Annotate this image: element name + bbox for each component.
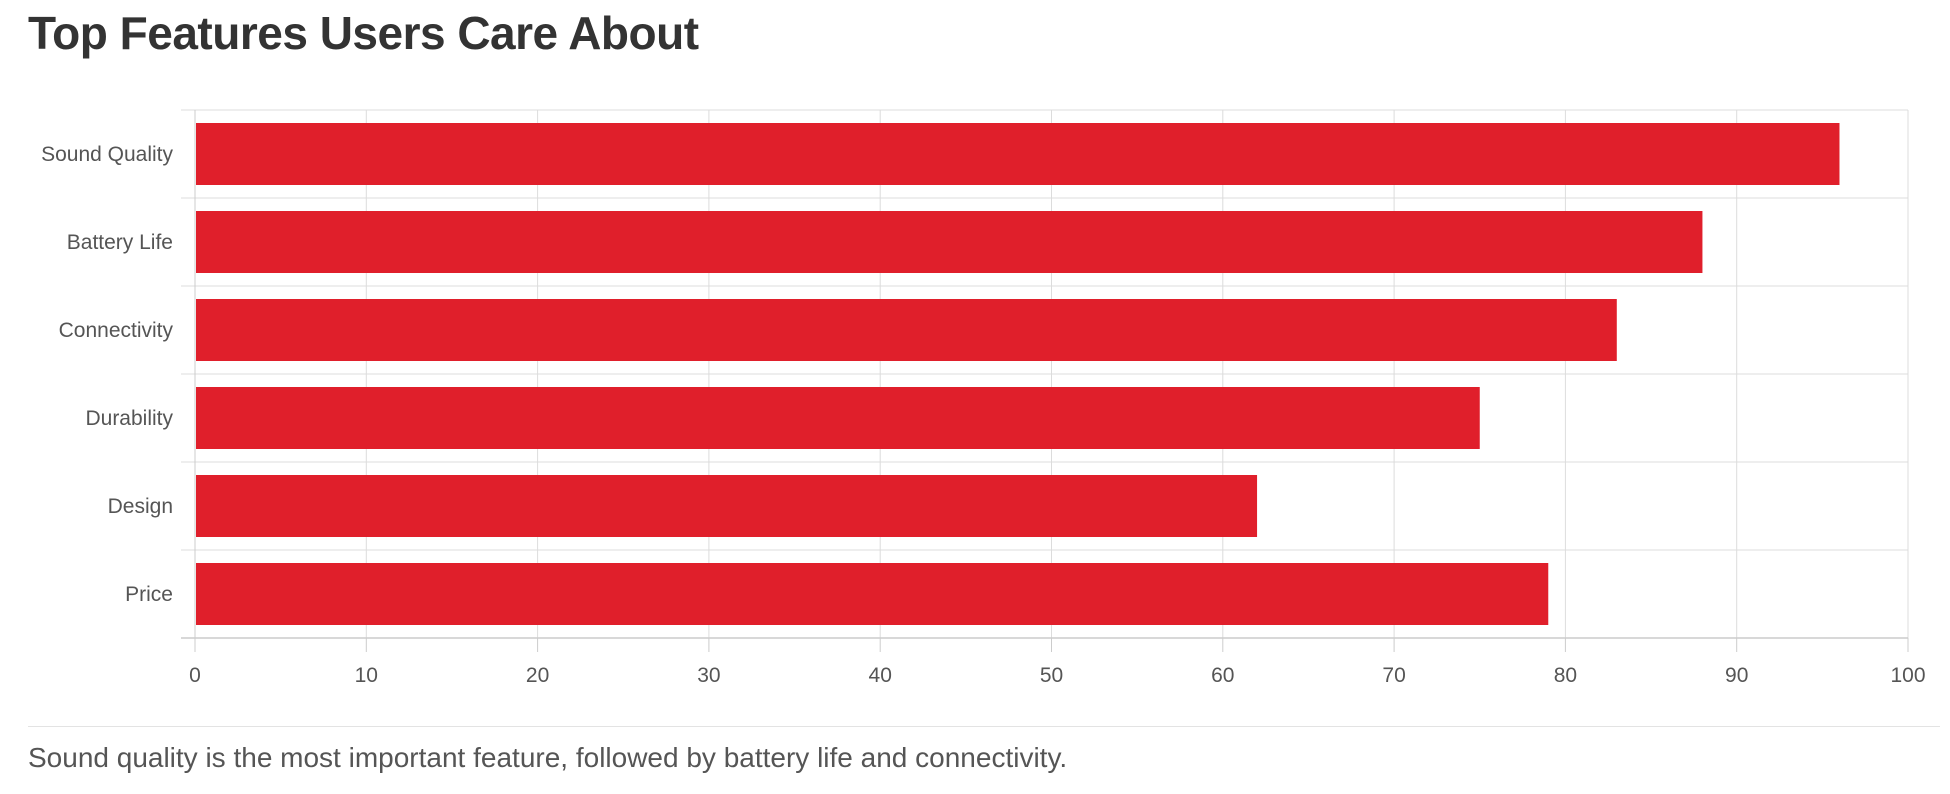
bar xyxy=(196,387,1480,449)
x-tick-label: 40 xyxy=(869,664,892,687)
bar xyxy=(196,299,1617,361)
y-category-label: Connectivity xyxy=(59,319,174,342)
bar xyxy=(196,563,1549,625)
axes xyxy=(181,110,1909,652)
y-category-label: Price xyxy=(125,583,173,606)
x-tick-label: 10 xyxy=(355,664,378,687)
x-tick-label: 0 xyxy=(189,664,201,687)
bar xyxy=(196,211,1703,273)
grid-lines xyxy=(181,109,1909,638)
x-tick-label: 30 xyxy=(697,664,720,687)
chart-caption: Sound quality is the most important feat… xyxy=(28,742,1068,773)
y-category-label: Design xyxy=(108,495,173,518)
x-tick-label: 60 xyxy=(1211,664,1234,687)
x-tick-label: 90 xyxy=(1725,664,1748,687)
bar-chart: 0 10 20 30 40 50 60 70 80 90 100 Sound Quality Batte… xyxy=(41,109,1926,687)
bars xyxy=(196,123,1840,625)
y-category-label: Durability xyxy=(85,407,173,430)
x-tick-label: 80 xyxy=(1554,664,1577,687)
labels: 0 10 20 30 40 50 60 70 80 90 100 Sound Quality Batte… xyxy=(41,143,1925,687)
x-tick-label: 100 xyxy=(1890,664,1925,687)
y-category-label: Sound Quality xyxy=(41,143,173,166)
y-category-label: Battery Life xyxy=(67,231,173,254)
bar xyxy=(196,475,1258,537)
bar xyxy=(196,123,1840,185)
x-tick-label: 50 xyxy=(1040,664,1063,687)
chart-title: Top Features Users Care About xyxy=(28,7,699,59)
x-tick-label: 20 xyxy=(526,664,549,687)
caption-divider xyxy=(28,726,1940,727)
x-tick-label: 70 xyxy=(1382,664,1405,687)
